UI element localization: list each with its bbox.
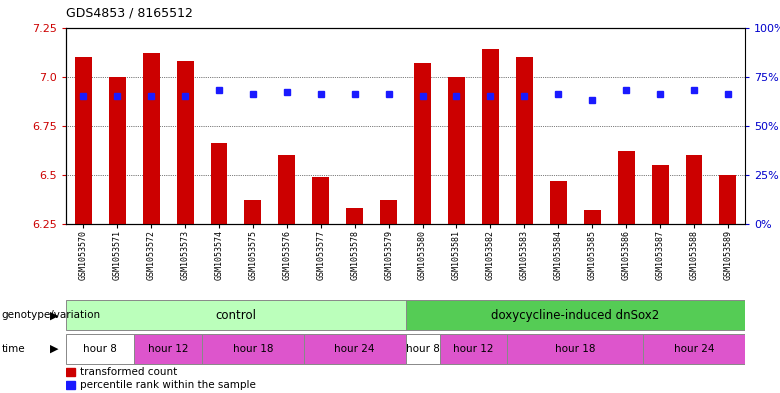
Text: hour 8: hour 8 bbox=[83, 344, 117, 354]
Bar bbox=[583, 210, 601, 224]
Bar bbox=[66, 334, 134, 364]
Text: control: control bbox=[215, 309, 257, 322]
Bar bbox=[66, 381, 75, 389]
Text: hour 24: hour 24 bbox=[335, 344, 375, 354]
Text: hour 24: hour 24 bbox=[674, 344, 714, 354]
Bar bbox=[108, 77, 126, 224]
Text: hour 18: hour 18 bbox=[555, 344, 595, 354]
Bar bbox=[211, 143, 228, 224]
Text: ▶: ▶ bbox=[50, 310, 58, 320]
Bar bbox=[414, 63, 431, 224]
Bar bbox=[406, 300, 745, 331]
Bar bbox=[440, 334, 508, 364]
Text: percentile rank within the sample: percentile rank within the sample bbox=[80, 380, 256, 390]
Text: hour 18: hour 18 bbox=[232, 344, 273, 354]
Text: genotype/variation: genotype/variation bbox=[2, 310, 101, 320]
Bar bbox=[202, 334, 304, 364]
Bar bbox=[719, 175, 736, 224]
Bar bbox=[134, 334, 202, 364]
Bar bbox=[618, 151, 635, 224]
Bar bbox=[507, 334, 643, 364]
Text: time: time bbox=[2, 344, 25, 354]
Bar bbox=[244, 200, 261, 224]
Bar bbox=[550, 181, 567, 224]
Bar bbox=[651, 165, 668, 224]
Bar bbox=[66, 300, 406, 331]
Bar bbox=[346, 208, 363, 224]
Bar bbox=[686, 155, 703, 224]
Text: hour 8: hour 8 bbox=[406, 344, 439, 354]
Text: hour 12: hour 12 bbox=[148, 344, 188, 354]
Bar bbox=[482, 49, 499, 224]
Bar bbox=[312, 177, 329, 224]
Bar bbox=[380, 200, 397, 224]
Text: GDS4853 / 8165512: GDS4853 / 8165512 bbox=[66, 7, 193, 20]
Bar bbox=[448, 77, 465, 224]
Bar bbox=[75, 57, 92, 224]
Bar bbox=[406, 334, 440, 364]
Bar bbox=[304, 334, 406, 364]
Text: doxycycline-induced dnSox2: doxycycline-induced dnSox2 bbox=[491, 309, 659, 322]
Bar bbox=[516, 57, 533, 224]
Bar bbox=[278, 155, 296, 224]
Bar bbox=[643, 334, 745, 364]
Text: transformed count: transformed count bbox=[80, 367, 177, 377]
Bar bbox=[143, 53, 160, 224]
Text: ▶: ▶ bbox=[50, 344, 58, 354]
Bar bbox=[66, 368, 75, 376]
Text: hour 12: hour 12 bbox=[453, 344, 494, 354]
Bar bbox=[176, 61, 193, 224]
